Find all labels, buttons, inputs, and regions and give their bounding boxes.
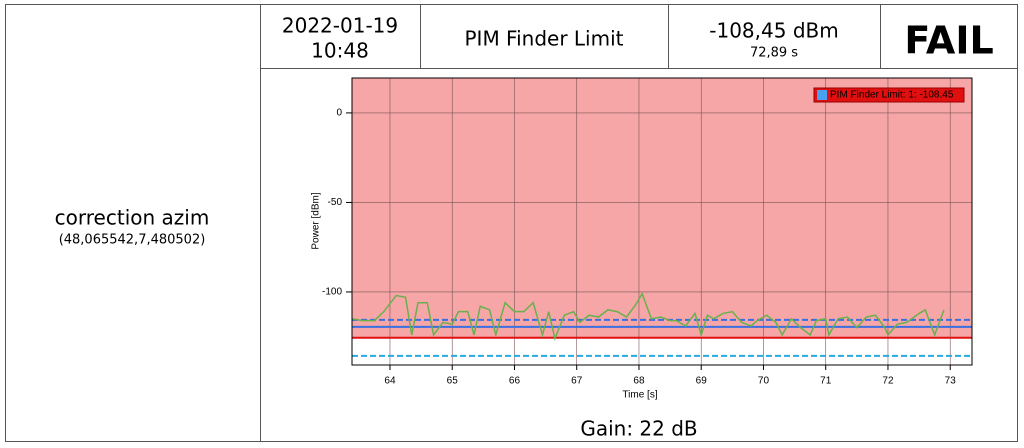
x-tick-label: 71 — [820, 376, 832, 387]
x-tick-label: 70 — [758, 376, 770, 387]
x-tick-label: 67 — [571, 376, 583, 387]
x-tick-label: 69 — [696, 376, 708, 387]
y-tick-label: -100 — [322, 287, 342, 298]
date: 2022-01-19 — [282, 14, 398, 38]
table-border — [5, 4, 1018, 442]
data-line — [352, 291, 945, 341]
gain: Gain: 22 dB — [580, 417, 697, 441]
x-tick-label: 65 — [447, 376, 459, 387]
legend-box — [813, 87, 965, 103]
legend-icon — [817, 90, 827, 100]
result: FAIL — [904, 19, 993, 63]
x-tick-label: 72 — [882, 376, 894, 387]
measured-value: -108,45 dBm — [709, 19, 838, 43]
y-axis-title: Power [dBm] — [311, 192, 322, 249]
y-tick-label: -50 — [328, 197, 343, 208]
time: 10:48 — [311, 39, 369, 63]
coordinates: (48,065542,7,480502) — [59, 233, 206, 248]
x-tick-label: 64 — [384, 376, 396, 387]
limit-region — [352, 78, 972, 338]
x-tick-label: 66 — [509, 376, 521, 387]
x-tick-label: 68 — [633, 376, 645, 387]
row-label: correction azim — [55, 206, 210, 230]
test-name: PIM Finder Limit — [464, 27, 623, 51]
x-axis-title: Time [s] — [622, 390, 657, 401]
measured-time: 72,89 s — [750, 46, 798, 61]
y-tick-label: 0 — [336, 108, 342, 119]
legend-label: PIM Finder Limit: 1: -108.45 — [830, 90, 954, 101]
x-tick-label: 73 — [945, 376, 957, 387]
plot-frame — [351, 77, 973, 366]
